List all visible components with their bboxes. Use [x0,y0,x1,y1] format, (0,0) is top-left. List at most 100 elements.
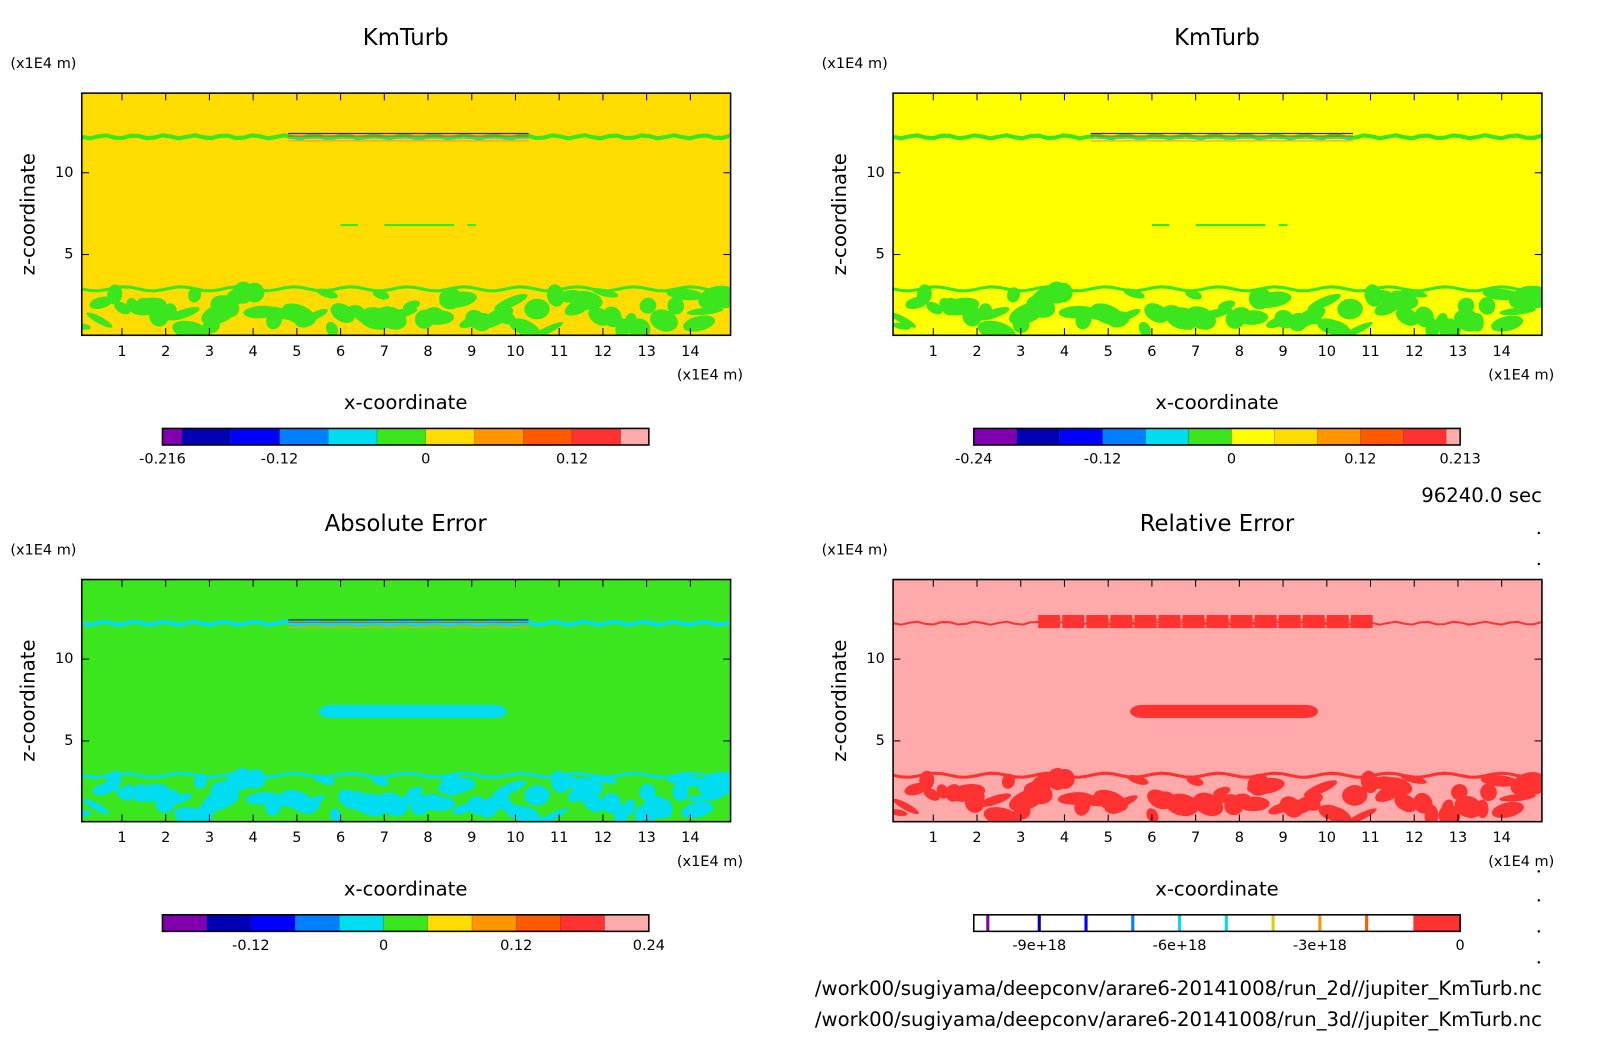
field-blob [524,298,550,320]
x-tick-label: 9 [1278,344,1287,360]
colorbar-tick-label: -0.12 [232,938,269,954]
field-blob [1146,808,1159,822]
x-tick-label: 10 [1318,830,1336,846]
colorbar-bin [427,914,472,932]
field-blob [1253,291,1292,308]
y-tick-label: 10 [55,165,73,181]
colorbar-bin [1413,914,1461,932]
colorbar-bin [206,914,251,932]
x-tick-label: 7 [380,344,389,360]
x-tick-label: 9 [467,830,476,846]
field-blob [1213,786,1231,797]
y-unit: (x1E4 m) [10,56,76,72]
time-label: 96240.0 sec [1421,484,1542,507]
colorbar-tick-label: -3e+18 [1293,938,1347,954]
field-blob [977,307,1010,321]
field-blob [244,282,265,303]
field-blob [1491,801,1524,819]
x-tick-label: 3 [1016,344,1025,360]
field-blob [1006,287,1021,303]
field-blob [672,783,689,802]
field-blob [532,322,564,336]
x-tick-label: 3 [205,830,214,846]
x-tick-label: 14 [681,344,699,360]
x-unit: (x1E4 m) [1488,854,1554,870]
x-tick-label: 6 [336,344,345,360]
plot-frame [892,578,1543,823]
field-patch [1326,614,1349,629]
field-patch [1350,614,1373,629]
chart-title: KmTurb [363,25,449,51]
x-tick-label: 2 [161,344,170,360]
field-blob [1118,308,1141,322]
field-blob [1302,797,1321,811]
field-background [81,579,731,822]
colorbar-bin [1145,428,1189,445]
x-tick-label: 2 [161,830,170,846]
field-background [81,93,731,336]
stray-dots [1537,531,1541,964]
x-tick-label: 12 [594,344,612,360]
colorbar-tick-label: -0.12 [261,451,298,467]
x-tick-label: 6 [336,830,345,846]
field-patch [1206,614,1229,629]
field-blob [1457,297,1475,314]
x-axis-label: x-coordinate [344,391,468,414]
field-blob [1165,793,1200,816]
field-blob [1236,310,1269,325]
field-band [81,771,731,779]
field-blob [1522,772,1542,795]
field-blob [406,786,424,797]
field-blob [1144,303,1169,323]
field-blob [231,767,253,791]
field-patch [1158,614,1181,629]
field-blob [659,313,672,332]
x-tick-label: 8 [423,830,432,846]
x-tick-label: 2 [972,344,981,360]
field-blob [667,774,705,787]
colorbar-bin [377,428,426,445]
colorbar-bin [973,428,1017,445]
x-tick-label: 11 [550,344,568,360]
field-patch [1110,614,1133,629]
x-tick-label: 10 [506,830,524,846]
field-blob [172,320,211,336]
colorbar-bin [328,428,378,445]
field-blob [628,318,651,336]
x-tick-label: 4 [1060,344,1069,360]
x-tick-label: 8 [423,344,432,360]
field-blob [639,297,657,314]
field-blob [602,306,622,328]
colorbar-bin [620,428,649,445]
y-axis-label: z-coordinate [16,639,39,761]
chart-title: Absolute Error [325,511,488,537]
field-blob [919,770,935,791]
x-unit: (x1E4 m) [677,368,743,384]
colorbar-bin [523,428,573,445]
field-blob [1439,318,1461,336]
field-blob [592,288,619,298]
colorbar-tick-label: 0 [421,451,430,467]
field-blob [302,795,325,808]
x-tick-label: 1 [117,344,126,360]
field-blob [372,289,390,300]
colorbar-bin [1188,428,1232,445]
field-blob [107,284,123,305]
colorbar-tick-label: 0 [1456,938,1465,954]
x-tick-label: 5 [1104,344,1113,360]
field-blob [245,769,266,789]
field-blob [1342,785,1368,806]
colorbar-tick-label: -0.216 [139,451,186,467]
x-tick-label: 7 [1191,344,1200,360]
x-tick-label: 11 [550,830,568,846]
field-blob [1053,282,1073,303]
colorbar-bin [1446,428,1461,445]
plot-frame [80,92,732,337]
field-blob [1247,777,1285,795]
field-patch [1254,614,1277,629]
field-patch [1302,614,1325,629]
